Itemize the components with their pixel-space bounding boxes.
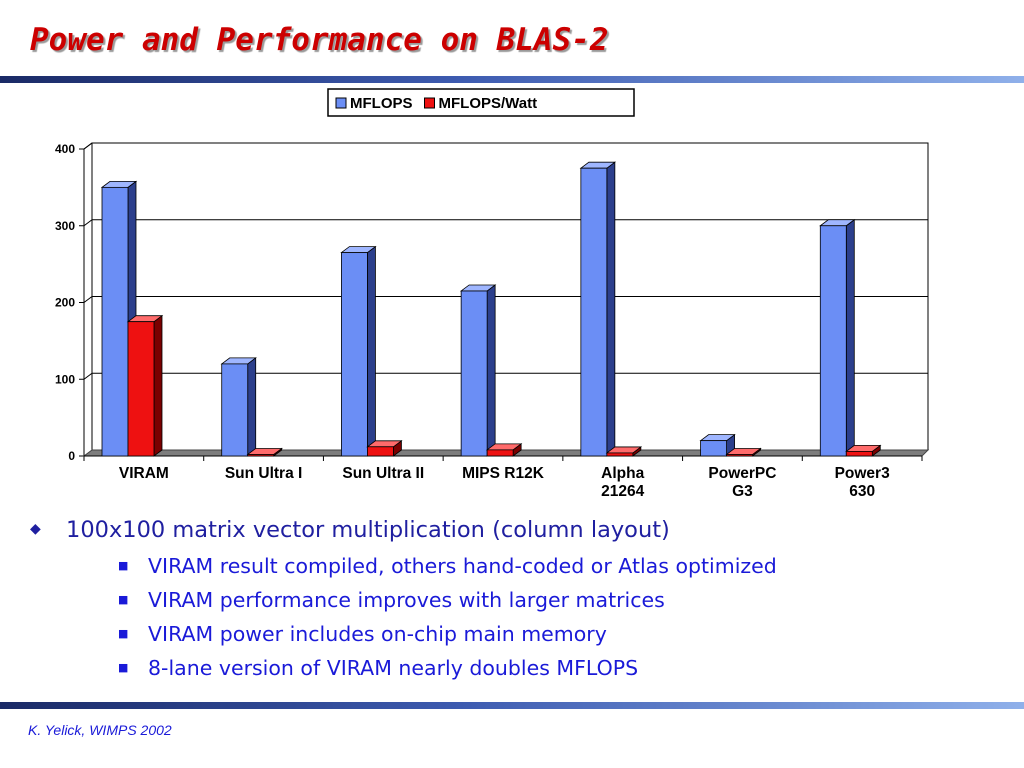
bar-side [486, 284, 496, 457]
bar-side [606, 161, 616, 457]
slide-title: Power and Performance on BLAS-2 [30, 22, 609, 58]
sub-bullet-text: VIRAM performance improves with larger m… [148, 588, 665, 612]
x-tick-label-line: G3 [732, 483, 753, 500]
x-tick-label-line: Sun Ultra I [225, 465, 303, 482]
title-divider [0, 76, 1024, 83]
x-tick-label-line: MIPS R12K [462, 465, 545, 482]
bar [606, 452, 634, 457]
bar-side [153, 314, 163, 457]
bullet-main-text: 100x100 matrix vector multiplication (co… [66, 517, 670, 543]
y-axis-top-edge [83, 142, 93, 150]
gridline-side [83, 372, 93, 380]
bar [341, 252, 368, 457]
x-tick-label-line: 630 [849, 483, 875, 500]
sub-bullet-text: VIRAM power includes on-chip main memory [148, 622, 607, 646]
legend-box [327, 88, 635, 117]
bar [819, 225, 847, 457]
square-bullet-icon: ■ [118, 559, 129, 572]
sub-bullet: ■ VIRAM result compiled, others hand-cod… [66, 549, 777, 583]
bar-chart: 0 100 200 300 400 VIRAM Sun Ultra I Sun Ultra I… [55, 88, 930, 500]
bar [460, 290, 488, 457]
x-tick-label: VIRAM [119, 465, 169, 482]
square-bullet-icon: ■ [118, 593, 129, 606]
sub-bullet: ■ 8-lane version of VIRAM nearly doubles… [66, 651, 777, 685]
bar [101, 186, 129, 457]
bullet-main: ◆ 100x100 matrix vector multiplication (… [30, 515, 777, 685]
bar [247, 454, 275, 457]
legend-label: MFLOPS [350, 95, 413, 112]
gridline-side [83, 219, 93, 227]
diamond-bullet-icon: ◆ [30, 521, 41, 537]
bar [127, 321, 155, 457]
x-tick-label: Power3 630 [835, 465, 891, 500]
sub-bullet: ■ VIRAM performance improves with larger… [66, 583, 777, 617]
x-tick-label: PowerPC G3 [708, 465, 776, 500]
bar [367, 446, 394, 457]
bar [845, 450, 873, 457]
sub-bullet-list: ■ VIRAM result compiled, others hand-cod… [66, 549, 777, 685]
legend-label: MFLOPS/Watt [439, 95, 538, 112]
sub-bullet: ■ VIRAM power includes on-chip main memo… [66, 617, 777, 651]
gridline-side [83, 296, 93, 303]
footer-credit: K. Yelick, WIMPS 2002 [28, 722, 172, 738]
sub-bullet-text: VIRAM result compiled, others hand-coded… [148, 554, 777, 578]
bar [726, 454, 753, 457]
x-tick-label: Sun Ultra I [225, 465, 303, 482]
bar [580, 167, 608, 457]
x-tick-label: MIPS R12K [462, 465, 545, 482]
bar [700, 440, 727, 457]
x-tick-label: Alpha 21264 [601, 465, 644, 500]
bar-side [845, 218, 855, 457]
square-bullet-icon: ■ [118, 627, 129, 640]
bar [486, 449, 514, 457]
square-bullet-icon: ■ [118, 661, 129, 674]
sub-bullet-text: 8-lane version of VIRAM nearly doubles M… [148, 656, 639, 680]
x-tick-label: Sun Ultra II [342, 465, 424, 482]
legend-swatch [424, 97, 435, 109]
y-tick-label: 300 [55, 219, 75, 233]
footer-divider [0, 702, 1024, 709]
bar-side [247, 357, 257, 457]
x-tick-label-line: Alpha [601, 465, 644, 482]
x-tick-label-line: VIRAM [119, 465, 169, 482]
bar [221, 363, 249, 457]
x-tick-label-line: PowerPC [708, 465, 776, 482]
bar-side [367, 245, 376, 457]
legend-swatch [335, 97, 347, 109]
y-tick-label: 400 [55, 142, 75, 156]
y-tick-label: 200 [55, 296, 75, 310]
x-tick-label-line: Sun Ultra II [342, 465, 424, 482]
y-tick-label: 100 [55, 372, 75, 386]
x-tick-label-line: Power3 [835, 465, 891, 482]
bullet-list: ◆ 100x100 matrix vector multiplication (… [30, 515, 777, 685]
x-tick-label-line: 21264 [601, 483, 644, 500]
y-tick-label: 0 [68, 449, 75, 463]
